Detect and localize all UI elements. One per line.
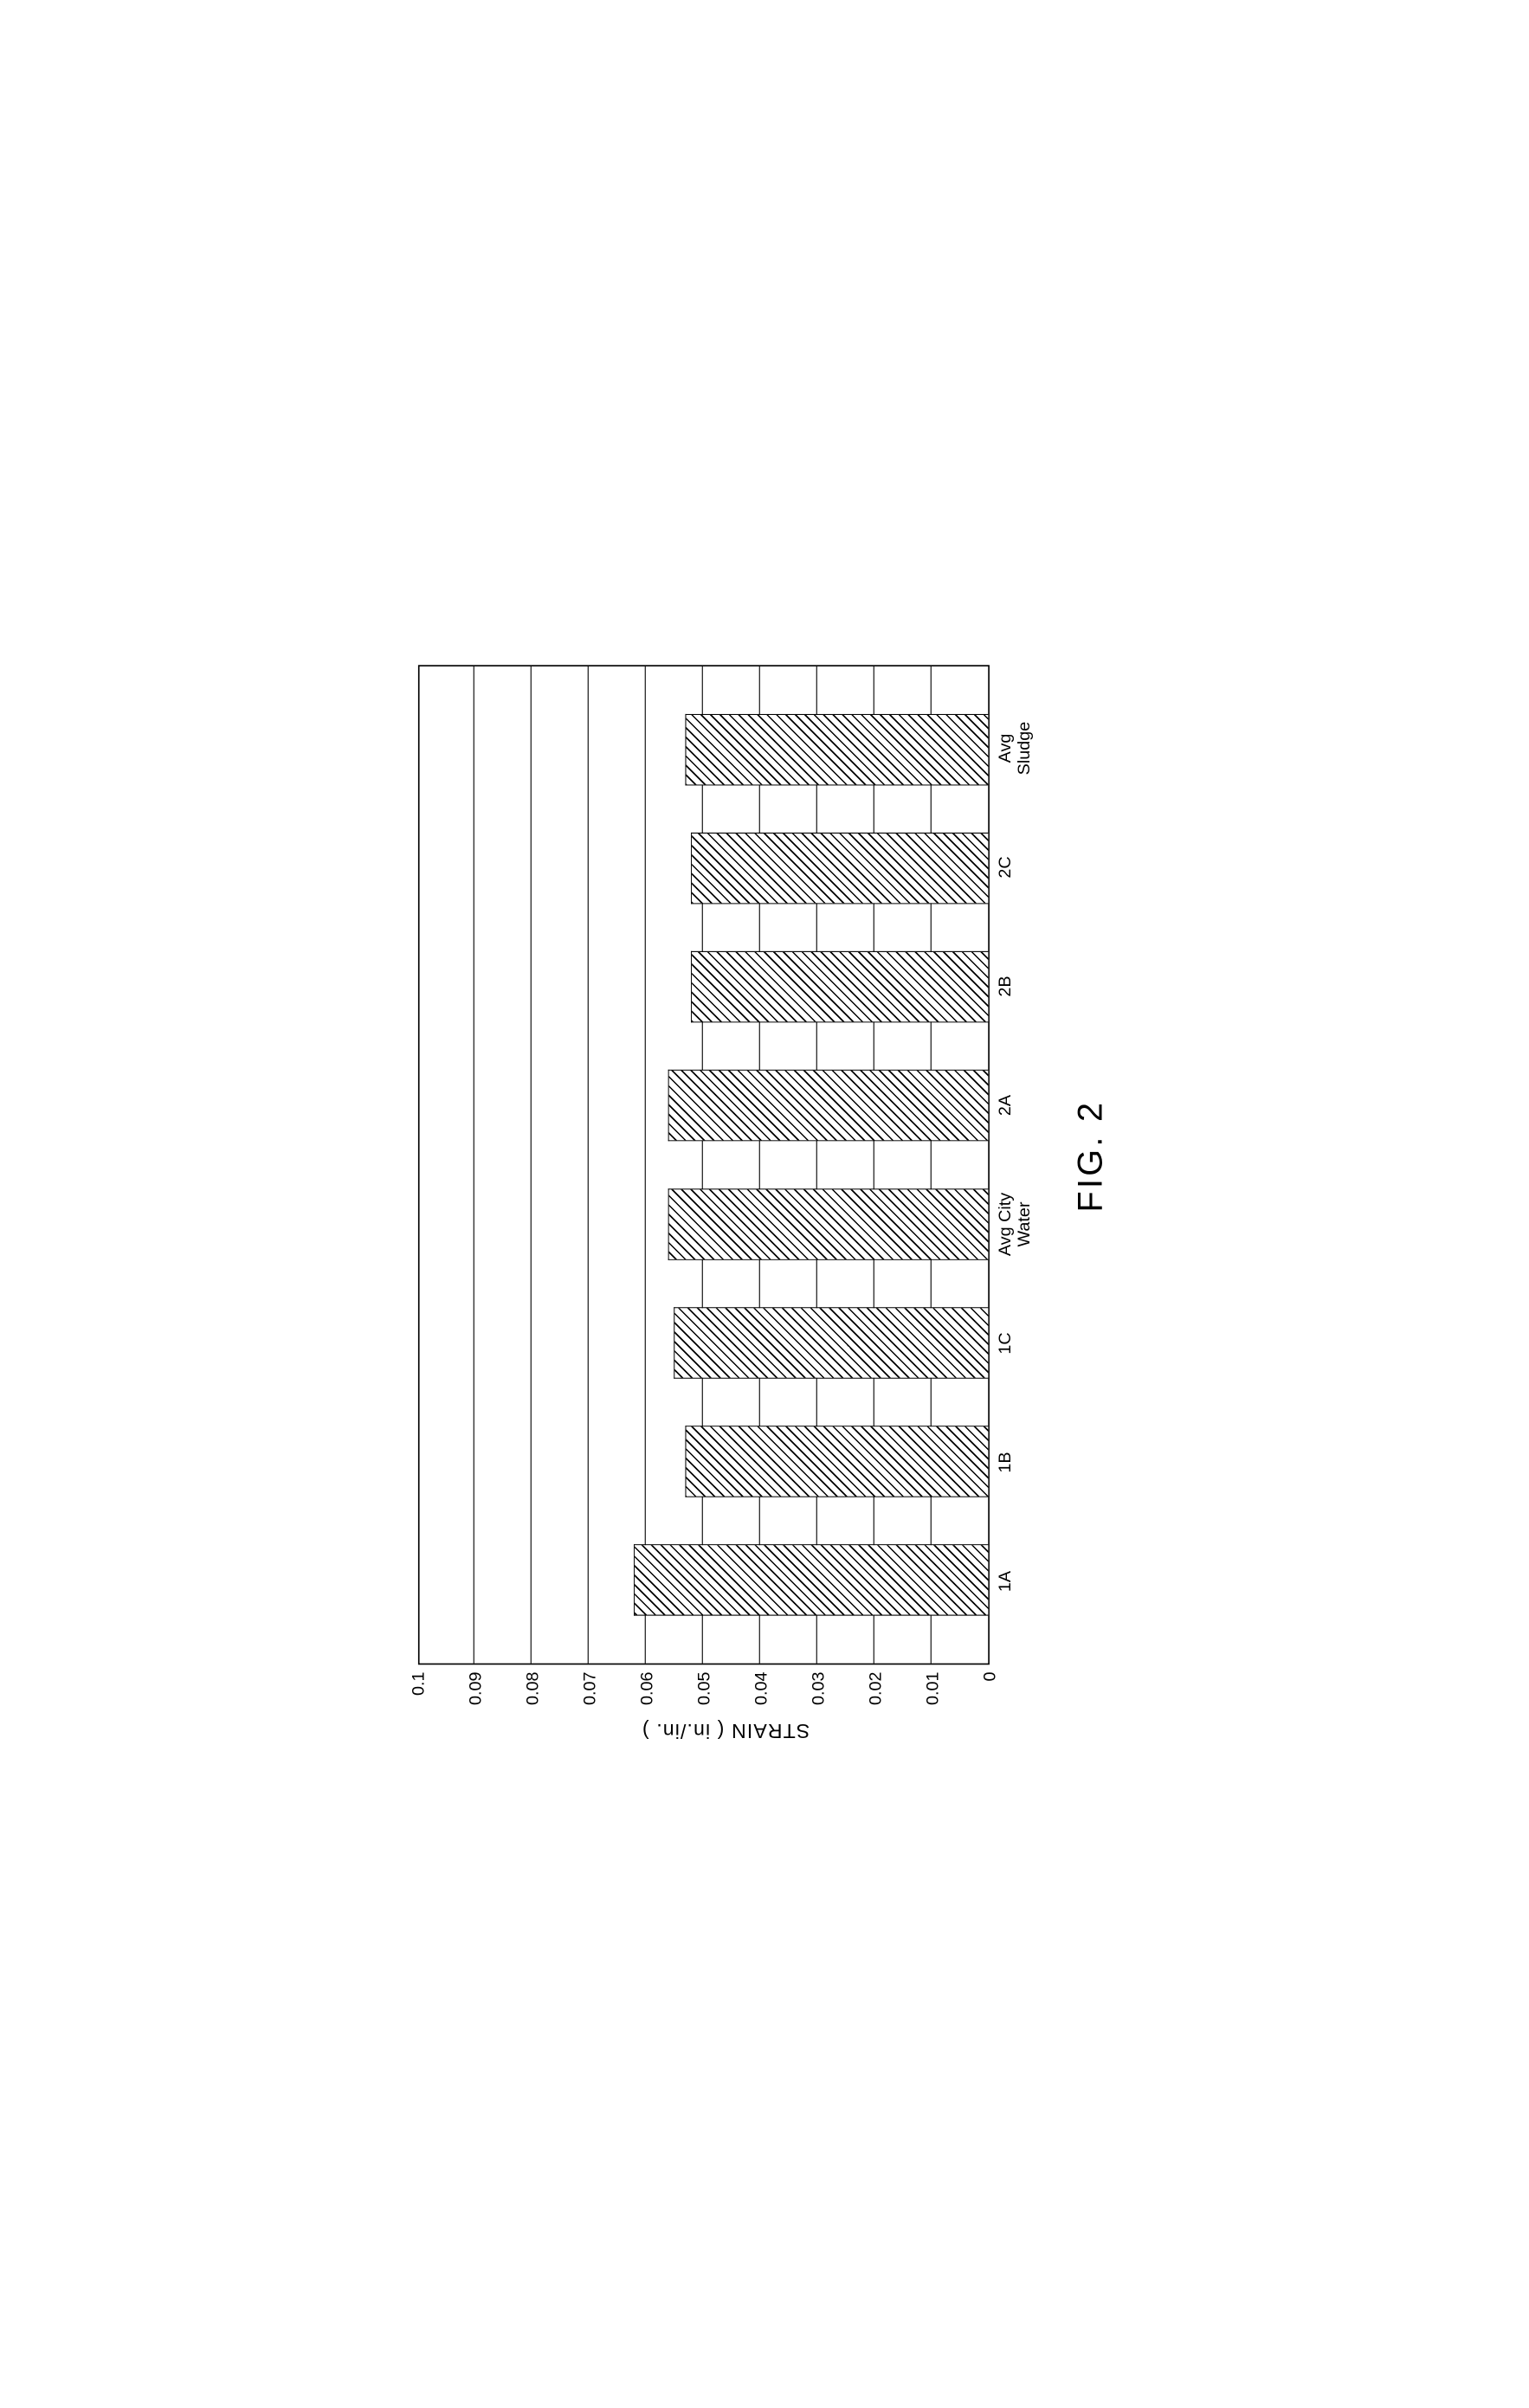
chart-wrapper: STRAIN ( in./in. ) 0.1 0.09 0.08 0.07 0.…	[418, 666, 1110, 1743]
x-tick-0: 1A	[996, 1546, 1034, 1618]
y-axis-ticks: 0.1 0.09 0.08 0.07 0.06 0.05 0.04 0.03 0…	[418, 1672, 990, 1706]
bar-0	[635, 1545, 989, 1617]
bar-6	[692, 833, 989, 904]
figure-rotated-container: STRAIN ( in./in. ) 0.1 0.09 0.08 0.07 0.…	[418, 666, 1110, 1743]
chart-area: STRAIN ( in./in. ) 0.1 0.09 0.08 0.07 0.…	[418, 666, 1033, 1743]
figure-scaler: STRAIN ( in./in. ) 0.1 0.09 0.08 0.07 0.…	[226, 858, 1304, 1549]
x-tick-1: 1B	[996, 1427, 1034, 1499]
x-tick-5: 2B	[996, 951, 1034, 1023]
bars-container	[420, 666, 989, 1664]
bar-1	[686, 1426, 989, 1498]
bar-5	[692, 951, 989, 1023]
x-tick-4: 2A	[996, 1070, 1034, 1142]
plot-with-yticks: 0.1 0.09 0.08 0.07 0.06 0.05 0.04 0.03 0…	[418, 666, 1033, 1706]
x-tick-7: Avg Sludge	[996, 713, 1034, 785]
bar-7	[686, 714, 989, 786]
bar-2	[674, 1308, 989, 1380]
figure-title: FIG. 2	[1072, 1100, 1111, 1213]
bar-4	[668, 1070, 989, 1142]
plot-box	[418, 666, 990, 1665]
y-axis-label: STRAIN ( in./in. )	[642, 1720, 810, 1742]
plot-column: 1A 1B 1C Avg City Water 2A 2B 2C Avg Sludge	[418, 666, 1033, 1665]
bar-3	[668, 1188, 989, 1260]
x-tick-3: Avg City Water	[996, 1189, 1034, 1261]
x-axis-ticks: 1A 1B 1C Avg City Water 2A 2B 2C Avg Sludge	[996, 666, 1034, 1665]
x-tick-6: 2C	[996, 832, 1034, 903]
x-tick-2: 1C	[996, 1308, 1034, 1380]
